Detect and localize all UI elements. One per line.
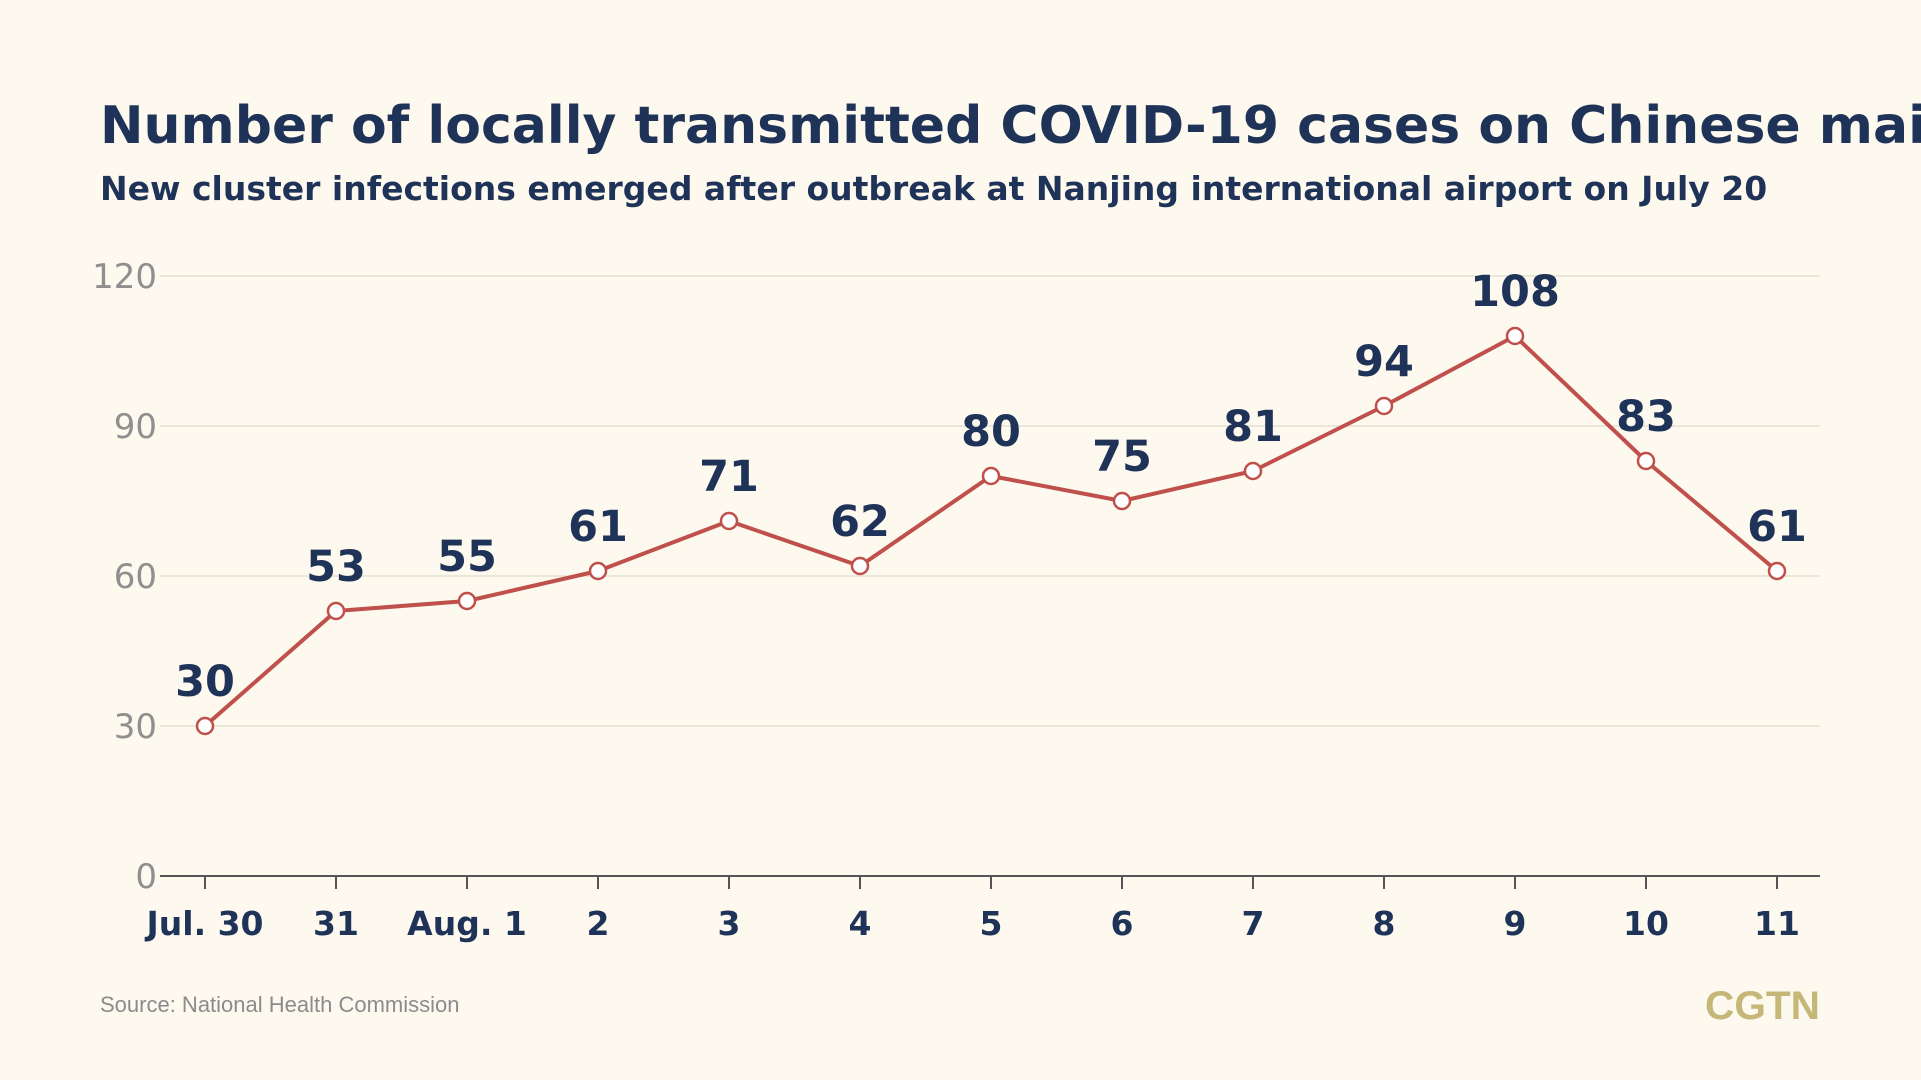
x-tick-label: 7 xyxy=(1242,904,1265,943)
x-tick-label: 11 xyxy=(1754,904,1800,943)
y-axis-ticks: 0 30 60 90 120 xyxy=(92,257,157,897)
data-point xyxy=(326,601,346,621)
y-tick-label: 90 xyxy=(114,407,157,447)
x-tick-label: Aug. 1 xyxy=(407,904,527,943)
y-tick-label: 0 xyxy=(135,857,157,897)
y-tick-label: 60 xyxy=(114,557,157,597)
data-label: 55 xyxy=(437,532,497,582)
x-tick-label: 8 xyxy=(1373,904,1396,943)
x-tick-label: 5 xyxy=(980,904,1003,943)
x-tick-label: 4 xyxy=(849,904,872,943)
data-point xyxy=(1112,491,1132,511)
data-label: 94 xyxy=(1354,337,1414,387)
data-label: 108 xyxy=(1470,267,1560,317)
x-tick-label: 6 xyxy=(1111,904,1134,943)
x-axis-ticks: Jul. 30 31 Aug. 1 2 3 4 5 6 7 8 9 10 11 xyxy=(144,876,1800,943)
data-point xyxy=(457,591,477,611)
data-label: 80 xyxy=(961,407,1021,457)
chart-subtitle: New cluster infections emerged after out… xyxy=(100,169,1767,208)
x-tick-label: 3 xyxy=(718,904,741,943)
data-point xyxy=(1243,461,1263,481)
data-label: 81 xyxy=(1223,402,1283,452)
x-tick-label: 10 xyxy=(1623,904,1669,943)
x-tick-label: 9 xyxy=(1504,904,1527,943)
data-point xyxy=(719,511,739,531)
data-label: 30 xyxy=(175,657,235,707)
data-point xyxy=(1374,396,1394,416)
chart-title: Number of locally transmitted COVID-19 c… xyxy=(100,96,1921,156)
data-label: 62 xyxy=(830,497,890,547)
data-point xyxy=(195,716,215,736)
data-point xyxy=(1767,561,1787,581)
x-tick-label: 31 xyxy=(313,904,359,943)
data-point xyxy=(850,556,870,576)
y-tick-label: 120 xyxy=(92,257,157,297)
data-point xyxy=(1505,326,1525,346)
data-point xyxy=(1636,451,1656,471)
data-label: 61 xyxy=(1747,502,1807,552)
y-tick-label: 30 xyxy=(114,707,157,747)
data-labels: 30 53 55 61 71 62 80 75 81 94 108 83 61 xyxy=(175,267,1807,707)
data-label: 71 xyxy=(699,452,759,502)
source-note: Source: National Health Commission xyxy=(100,992,460,1017)
series-line-path xyxy=(203,334,1779,728)
data-point xyxy=(981,466,1001,486)
x-tick-label: Jul. 30 xyxy=(144,904,263,943)
series-line xyxy=(203,334,1779,728)
data-point xyxy=(588,561,608,581)
brand-logo: CGTN xyxy=(1705,984,1820,1028)
data-label: 53 xyxy=(306,542,366,592)
data-label: 83 xyxy=(1616,392,1676,442)
data-label: 61 xyxy=(568,502,628,552)
data-label: 75 xyxy=(1092,432,1152,482)
data-points xyxy=(195,326,1787,736)
x-tick-label: 2 xyxy=(587,904,610,943)
grid-lines xyxy=(160,275,1820,727)
